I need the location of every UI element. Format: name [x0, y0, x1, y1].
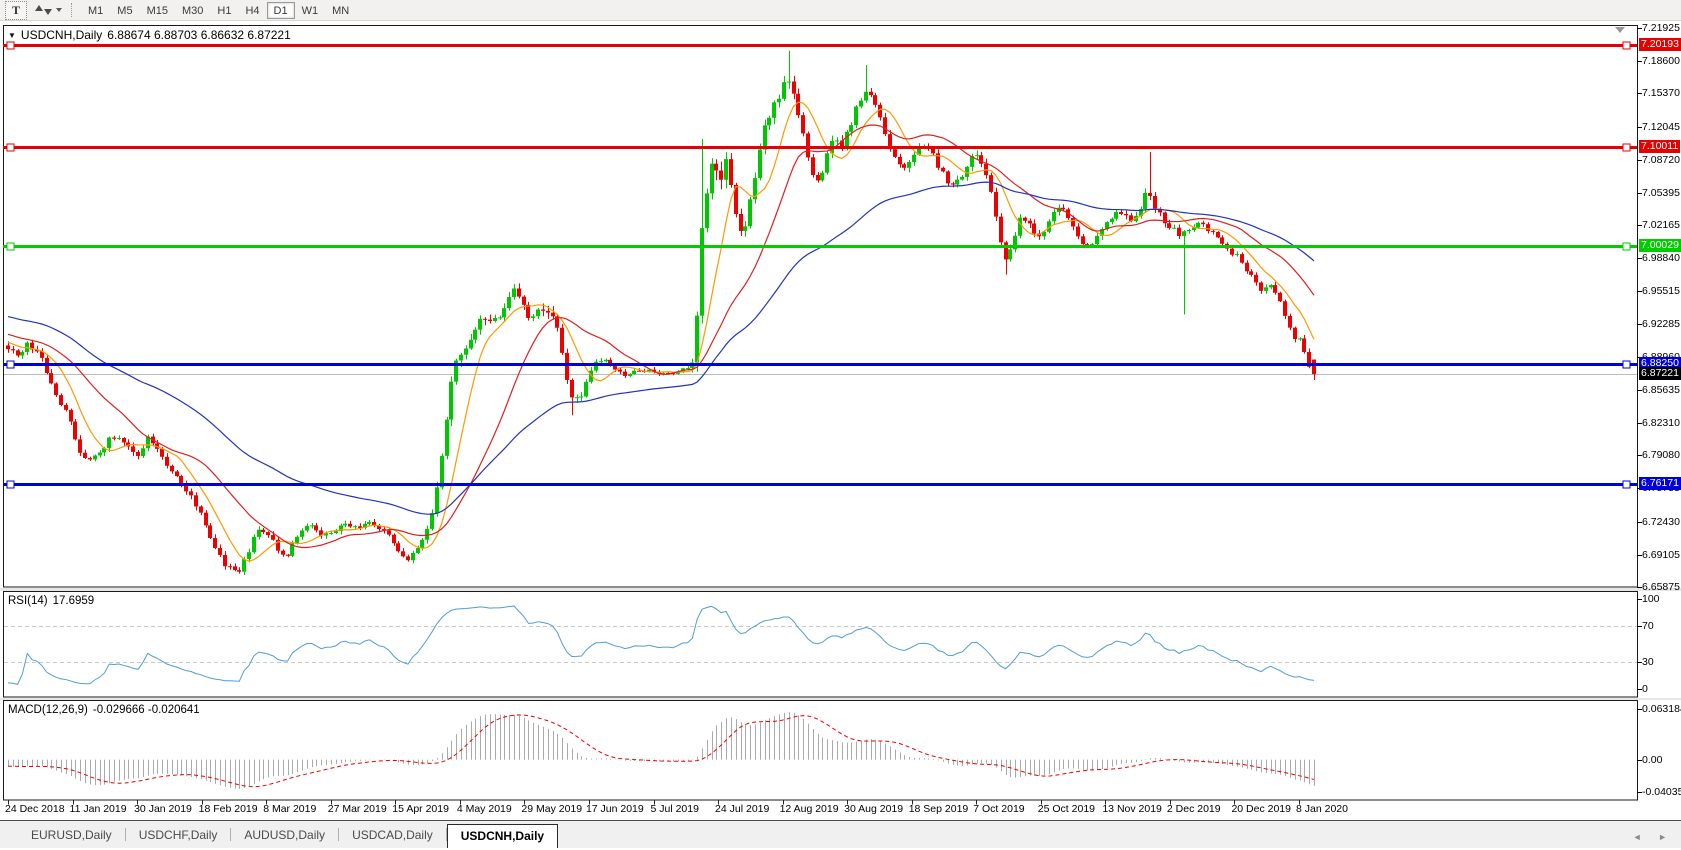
price-axis-label: 7.12045 [1642, 120, 1680, 133]
rsi-indicator-label: RSI(14) 17.6959 [8, 595, 94, 607]
tab-separator [338, 828, 340, 841]
price-axis-label: 6.82310 [1642, 417, 1680, 430]
tab-scroll-left-icon[interactable]: ◄ [1632, 832, 1642, 842]
tab-separator [445, 828, 447, 841]
rsi-axis-label: 0 [1642, 683, 1648, 695]
date-axis-label: 5 Jul 2019 [650, 803, 699, 815]
date-axis-label: 29 May 2019 [521, 803, 583, 815]
tab-separator [230, 828, 232, 841]
dropdown-caret-icon[interactable] [55, 8, 62, 12]
price-axis-label: 6.85635 [1642, 383, 1680, 396]
arrow-down-icon [43, 9, 52, 15]
text-tool-button[interactable]: T [5, 0, 27, 20]
tab-scroll-right-icon[interactable]: ► [1658, 832, 1667, 842]
price-line-badge: 7.20193 [1639, 38, 1681, 52]
price-axis-label: 6.98840 [1642, 252, 1680, 265]
macd-name: MACD(12,26,9) [8, 704, 88, 716]
chart-mode-button[interactable] [33, 2, 63, 19]
chart-dropdown-icon[interactable]: ▼ [8, 31, 16, 40]
price-axis-label: 7.02165 [1642, 219, 1680, 232]
rsi-value: 17.6959 [52, 595, 95, 607]
rsi-name: RSI(14) [8, 595, 48, 607]
macd-axis-label: 0.063184 [1642, 703, 1681, 715]
date-axis-label: 20 Dec 2019 [1231, 803, 1291, 815]
timeframe-button-W1[interactable]: W1 [301, 4, 319, 17]
rsi-axis-label: 30 [1642, 656, 1654, 668]
date-axis-label: 30 Aug 2019 [844, 803, 904, 815]
toolbar: T M1 M5 M15 M30 H1 H4 D1 W1 MN [0, 0, 1681, 21]
price-axis-label: 7.21925 [1642, 22, 1680, 34]
price-axis-label: 7.08720 [1642, 153, 1680, 166]
timeframe-button-MN[interactable]: MN [332, 4, 350, 17]
date-axis-label: 24 Dec 2018 [5, 803, 65, 815]
tab-usdchf[interactable]: USDCHF,Daily [138, 828, 218, 842]
price-line-badge: 6.88250 [1639, 356, 1681, 370]
toolbar-separator [71, 3, 76, 17]
chart-ohlc-values: 6.88674 6.88703 6.86632 6.87221 [107, 28, 291, 42]
current-price-badge: 6.87221 [1639, 367, 1681, 381]
price-line-badge: 7.00029 [1639, 239, 1681, 253]
price-axis-label: 6.69105 [1642, 548, 1680, 561]
date-axis-label: 2 Dec 2019 [1166, 803, 1221, 815]
tab-usdcad[interactable]: USDCAD,Daily [352, 828, 433, 842]
date-axis-label: 17 Jun 2019 [585, 803, 644, 815]
date-axis-label: 8 Mar 2019 [263, 803, 317, 815]
timeframe-button-M15[interactable]: M15 [146, 4, 168, 17]
timeframe-button-group: M1 M5 M15 M30 H1 H4 D1 W1 MN [81, 1, 356, 19]
date-axis-label: 8 Jan 2020 [1296, 803, 1348, 815]
date-axis-label: 15 Apr 2019 [392, 803, 449, 815]
tab-scroll-arrows: ◄ ► [1619, 832, 1667, 842]
timeframe-button-H1[interactable]: H1 [217, 4, 232, 17]
date-axis-label: 18 Sep 2019 [908, 803, 969, 815]
chart-title: ▼ USDCNH,Daily 6.88674 6.88703 6.86632 6.8… [8, 28, 291, 42]
macd-axis-label: 0.00 [1642, 753, 1663, 766]
price-axis-label: 6.92285 [1642, 317, 1680, 330]
date-axis-label: 11 Jan 2019 [69, 803, 127, 815]
date-axis-label: 25 Oct 2019 [1037, 803, 1096, 815]
price-axis-label: 7.15370 [1642, 87, 1680, 100]
rsi-axis-label: 70 [1642, 620, 1654, 632]
price-axis-label: 6.65875 [1642, 581, 1680, 593]
date-axis-label: 13 Nov 2019 [1102, 803, 1162, 815]
date-axis-label: 7 Oct 2019 [973, 803, 1025, 815]
price-axis-label: 6.79080 [1642, 449, 1680, 462]
timeframe-button-H4[interactable]: H4 [245, 4, 260, 17]
date-axis-label: 27 Mar 2019 [327, 803, 387, 815]
timeframe-button-M30[interactable]: M30 [181, 4, 204, 17]
chart-symbol-label: USDCNH,Daily [20, 28, 103, 42]
price-line-badge: 6.76171 [1639, 477, 1681, 491]
rsi-axis-label: 100 [1642, 593, 1660, 605]
macd-values: -0.029666 -0.020641 [92, 704, 200, 716]
price-axis-label: 7.18600 [1642, 55, 1680, 68]
date-axis-label: 24 Jul 2019 [715, 803, 770, 815]
timeframe-button-M5[interactable]: M5 [117, 4, 133, 17]
date-axis-label: 4 May 2019 [456, 803, 512, 815]
arrow-up-icon [34, 5, 43, 11]
price-axis-label: 7.05395 [1642, 186, 1680, 199]
price-axis-label: 6.72430 [1642, 515, 1680, 528]
price-axis-label: 6.95515 [1642, 285, 1680, 298]
timeframe-button-D1[interactable]: D1 [266, 1, 295, 19]
date-axis-label: 12 Aug 2019 [779, 803, 839, 815]
macd-axis-label: -0.040355 [1642, 786, 1681, 798]
tab-eurusd[interactable]: EURUSD,Daily [31, 828, 112, 842]
tab-audusd[interactable]: AUDUSD,Daily [244, 828, 326, 842]
macd-indicator-label: MACD(12,26,9) -0.029666 -0.020641 [8, 704, 200, 716]
tab-separator [124, 828, 126, 841]
date-axis-label: 30 Jan 2019 [134, 803, 192, 815]
tab-usdcnh[interactable]: USDCNH,Daily [446, 824, 559, 848]
price-line-badge: 7.10011 [1639, 139, 1681, 153]
timeframe-button-M1[interactable]: M1 [88, 4, 104, 17]
chart-tab-bar: EURUSD,Daily USDCHF,Daily AUDUSD,Daily USDC… [0, 821, 1681, 848]
date-axis-label: 18 Feb 2019 [198, 803, 258, 815]
